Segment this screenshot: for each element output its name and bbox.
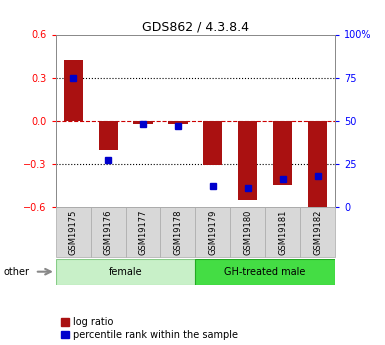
Bar [308,121,327,210]
Text: GSM19178: GSM19178 [173,209,182,255]
Text: GSM19177: GSM19177 [139,209,147,255]
Text: GH-treated male: GH-treated male [224,267,306,277]
Bar [56,207,91,257]
Bar [195,259,335,285]
Text: GSM19176: GSM19176 [104,209,113,255]
Bar [91,207,126,257]
Bar [134,121,152,124]
Text: GSM19175: GSM19175 [69,209,78,255]
Bar [273,121,292,186]
Bar [300,207,335,257]
Bar [64,60,83,121]
Text: GSM19181: GSM19181 [278,209,287,255]
Text: GSM19182: GSM19182 [313,209,322,255]
Title: GDS862 / 4.3.8.4: GDS862 / 4.3.8.4 [142,20,249,33]
Bar [203,121,223,165]
Text: female: female [109,267,142,277]
Text: other: other [4,267,30,276]
Bar [161,207,195,257]
Bar [126,207,161,257]
Bar [230,207,265,257]
Bar [265,207,300,257]
Text: GSM19179: GSM19179 [208,209,218,255]
Bar [238,121,257,200]
Bar [195,207,230,257]
Legend: log ratio, percentile rank within the sample: log ratio, percentile rank within the sa… [61,317,238,340]
Bar [99,121,118,149]
Text: GSM19180: GSM19180 [243,209,252,255]
Bar [168,121,187,124]
Bar [56,259,195,285]
